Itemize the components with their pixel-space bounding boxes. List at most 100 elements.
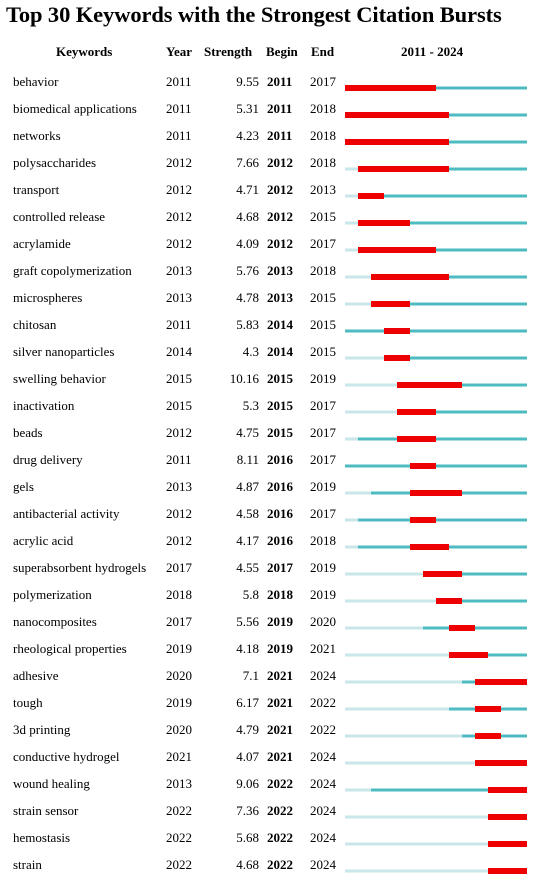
keyword-cell: silver nanoparticles xyxy=(13,344,115,359)
begin-cell: 2015 xyxy=(267,398,293,413)
table-row: 3d printing 2020 4.79 2021 2022 xyxy=(0,716,545,743)
begin-cell: 2022 xyxy=(267,857,293,872)
burst-bar xyxy=(384,328,410,334)
header-end: End xyxy=(311,44,335,59)
year-cell: 2014 xyxy=(166,344,192,359)
burst-timeline xyxy=(345,760,527,766)
keyword-cell: polymerization xyxy=(13,587,92,602)
burst-bar xyxy=(384,355,410,361)
burst-bar xyxy=(358,220,410,226)
keyword-cell: strain xyxy=(13,857,42,872)
end-cell: 2018 xyxy=(310,263,336,278)
year-cell: 2012 xyxy=(166,209,192,224)
year-cell: 2011 xyxy=(166,452,192,467)
end-cell: 2017 xyxy=(310,425,336,440)
begin-cell: 2022 xyxy=(267,776,293,791)
table-row: chitosan 2011 5.83 2014 2015 xyxy=(0,311,545,338)
keyword-cell: 3d printing xyxy=(13,722,71,737)
keyword-cell: nanocomposites xyxy=(13,614,97,629)
end-cell: 2020 xyxy=(310,614,336,629)
year-cell: 2012 xyxy=(166,425,192,440)
end-cell: 2019 xyxy=(310,371,336,386)
strength-cell: 4.71 xyxy=(236,182,259,197)
burst-timeline xyxy=(345,220,527,226)
end-cell: 2015 xyxy=(310,344,336,359)
year-cell: 2012 xyxy=(166,182,192,197)
burst-bar xyxy=(436,598,462,604)
begin-cell: 2012 xyxy=(267,182,293,197)
year-cell: 2017 xyxy=(166,560,192,575)
burst-timeline xyxy=(345,166,527,172)
strength-cell: 5.56 xyxy=(236,614,259,629)
burst-bar xyxy=(397,382,462,388)
table-row: rheological properties 2019 4.18 2019 2021 xyxy=(0,635,545,662)
burst-timeline xyxy=(345,112,527,118)
strength-cell: 4.23 xyxy=(236,128,259,143)
table-row: swelling behavior 2015 10.16 2015 2019 xyxy=(0,365,545,392)
burst-timeline xyxy=(345,598,527,604)
end-cell: 2024 xyxy=(310,803,336,818)
year-cell: 2022 xyxy=(166,830,192,845)
year-cell: 2011 xyxy=(166,317,192,332)
burst-bar xyxy=(371,301,410,307)
begin-cell: 2016 xyxy=(267,506,293,521)
end-cell: 2015 xyxy=(310,209,336,224)
begin-cell: 2011 xyxy=(267,101,293,116)
strength-cell: 9.06 xyxy=(236,776,259,791)
begin-cell: 2014 xyxy=(267,317,293,332)
keyword-cell: strain sensor xyxy=(13,803,79,818)
strength-cell: 4.79 xyxy=(236,722,259,737)
burst-timeline xyxy=(345,625,527,631)
keyword-cell: biomedical applications xyxy=(13,101,137,116)
table-row: acrylic acid 2012 4.17 2016 2018 xyxy=(0,527,545,554)
begin-cell: 2017 xyxy=(267,560,293,575)
year-cell: 2012 xyxy=(166,533,192,548)
burst-bar xyxy=(371,274,449,280)
end-cell: 2018 xyxy=(310,128,336,143)
strength-cell: 4.07 xyxy=(236,749,259,764)
burst-bar xyxy=(397,436,436,442)
strength-cell: 5.68 xyxy=(236,830,259,845)
year-cell: 2015 xyxy=(166,398,192,413)
burst-timeline xyxy=(345,301,527,307)
table-row: acrylamide 2012 4.09 2012 2017 xyxy=(0,230,545,257)
year-cell: 2011 xyxy=(166,101,192,116)
strength-cell: 5.83 xyxy=(236,317,259,332)
chart-title: Top 30 Keywords with the Strongest Citat… xyxy=(6,2,502,27)
keyword-cell: behavior xyxy=(13,74,59,89)
begin-cell: 2013 xyxy=(267,263,293,278)
burst-bar xyxy=(345,85,436,91)
burst-timeline xyxy=(345,85,527,91)
end-cell: 2024 xyxy=(310,857,336,872)
keyword-cell: hemostasis xyxy=(13,830,71,845)
year-cell: 2013 xyxy=(166,263,192,278)
strength-cell: 5.31 xyxy=(236,101,259,116)
year-cell: 2015 xyxy=(166,371,192,386)
year-cell: 2018 xyxy=(166,587,192,602)
burst-timeline xyxy=(345,544,527,550)
burst-timeline xyxy=(345,841,527,847)
table-row: tough 2019 6.17 2021 2022 xyxy=(0,689,545,716)
keyword-cell: networks xyxy=(13,128,61,143)
end-cell: 2013 xyxy=(310,182,336,197)
strength-cell: 4.75 xyxy=(236,425,259,440)
keyword-cell: beads xyxy=(13,425,43,440)
burst-bar xyxy=(475,706,501,712)
begin-cell: 2019 xyxy=(267,641,293,656)
burst-timeline xyxy=(345,274,527,280)
begin-cell: 2016 xyxy=(267,533,293,548)
table-row: transport 2012 4.71 2012 2013 xyxy=(0,176,545,203)
strength-cell: 6.17 xyxy=(236,695,259,710)
strength-cell: 5.76 xyxy=(236,263,259,278)
strength-cell: 7.1 xyxy=(242,668,259,683)
strength-cell: 4.68 xyxy=(236,209,259,224)
table-row: wound healing 2013 9.06 2022 2024 xyxy=(0,770,545,797)
year-cell: 2021 xyxy=(166,749,192,764)
strength-cell: 4.17 xyxy=(236,533,259,548)
header-begin: Begin xyxy=(266,44,298,59)
table-row: microspheres 2013 4.78 2013 2015 xyxy=(0,284,545,311)
burst-timeline xyxy=(345,868,527,874)
table-row: biomedical applications 2011 5.31 2011 2018 xyxy=(0,95,545,122)
table-row: silver nanoparticles 2014 4.3 2014 2015 xyxy=(0,338,545,365)
keyword-cell: inactivation xyxy=(13,398,75,413)
